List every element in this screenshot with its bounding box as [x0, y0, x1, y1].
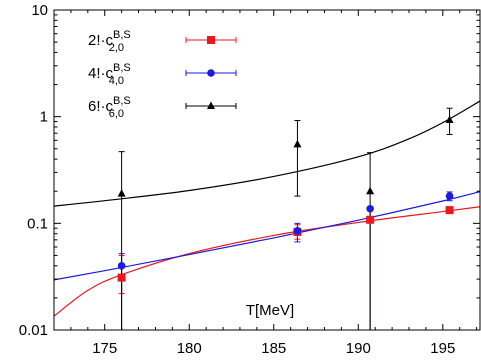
legend-marker [207, 36, 215, 44]
x-tick-label: 195 [430, 340, 455, 357]
data-point-series-2 [445, 192, 454, 200]
plot-frame [53, 9, 481, 331]
x-tick-label: 185 [261, 340, 286, 357]
x-tick-label: 175 [92, 340, 117, 357]
legend-label: 6!·cB,S 6,0 [88, 95, 131, 120]
data-markers [117, 115, 454, 282]
fit-curves [53, 100, 481, 317]
legend-label: 2!·cB,S 2,0 [88, 29, 131, 54]
legend-entry-3: 6!·cB,S 6,0 [88, 95, 237, 120]
data-point-series-1 [117, 273, 126, 282]
fit-curve-series-2 [53, 191, 481, 281]
x-tick-label: 180 [177, 340, 202, 357]
y-tick-label: 10 [31, 2, 48, 19]
data-point-series-1 [366, 215, 375, 224]
legend-marker [207, 69, 215, 77]
data-point-series-1 [445, 206, 454, 215]
y-tick-label: 1 [40, 109, 48, 126]
fit-curve-series-3 [53, 100, 481, 207]
fit-curve-series-1 [53, 206, 481, 317]
data-point-series-3 [117, 189, 126, 197]
data-point-series-2 [117, 261, 126, 270]
data-point-series-2 [366, 204, 374, 213]
y-axis: 0.01 0.1 1 10 [19, 2, 480, 339]
data-point-series-2 [293, 227, 302, 235]
y-tick-label: 0.1 [27, 215, 48, 232]
x-axis: 175 180 185 190 195 [53, 10, 478, 357]
legend: 2!·cB,S 2,0 4!·cB,S 4,0 6!·cB,S 6,0 [88, 29, 237, 120]
legend-entry-2: 4!·cB,S 4,0 [88, 62, 237, 87]
legend-marker [207, 101, 215, 109]
x-tick-label: 190 [346, 340, 371, 357]
legend-label: 4!·cB,S 4,0 [88, 62, 131, 87]
x-axis-label: T[MeV] [246, 302, 294, 319]
data-point-series-3 [293, 139, 302, 148]
legend-entry-1: 2!·cB,S 2,0 [88, 29, 237, 54]
y-tick-label: 0.01 [19, 322, 48, 339]
data-point-series-3 [366, 186, 375, 195]
data-point-series-3 [445, 115, 454, 124]
